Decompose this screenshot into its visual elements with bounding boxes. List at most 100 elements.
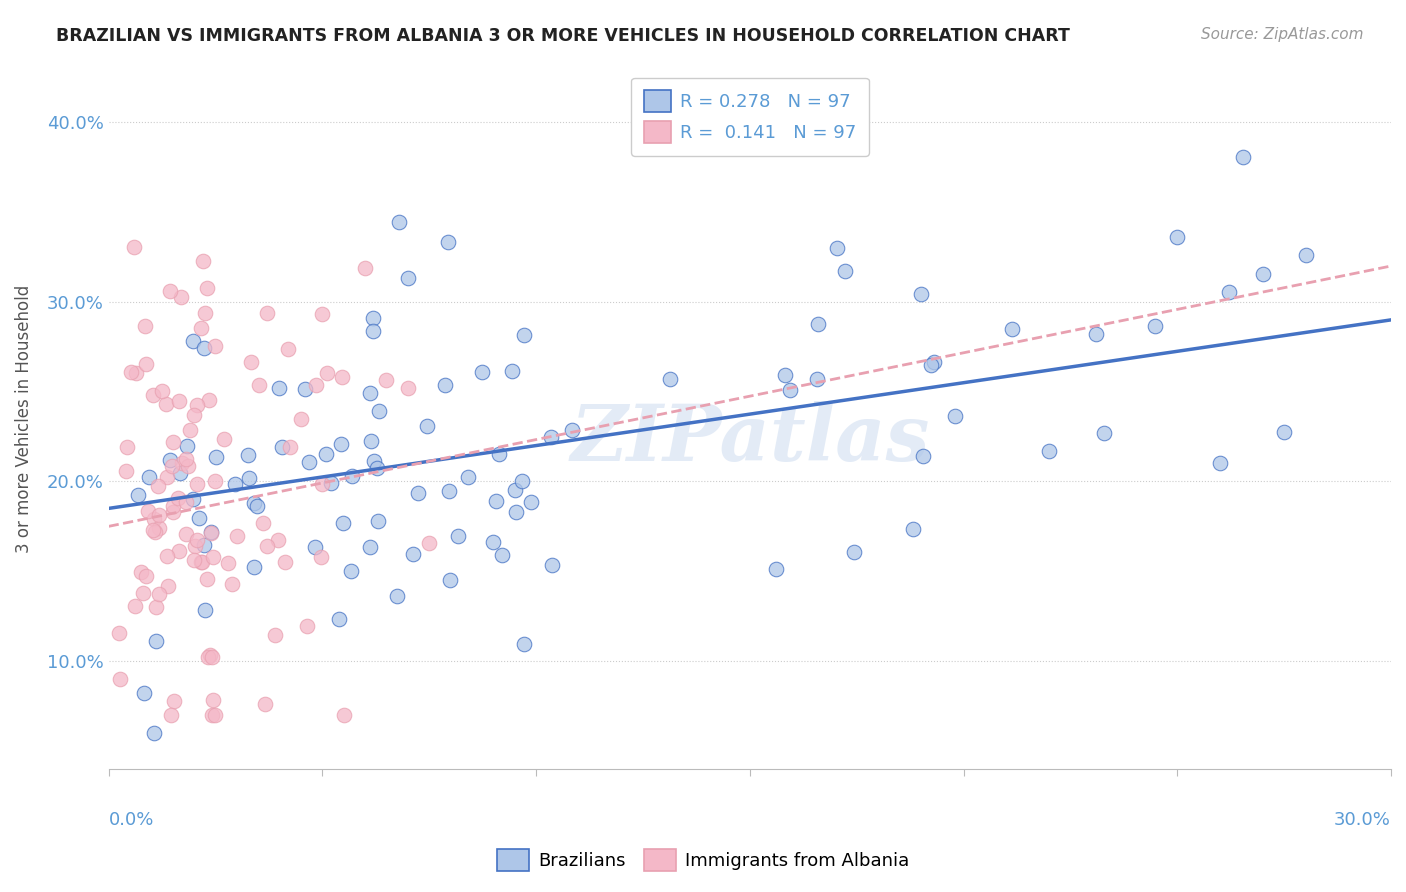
Point bbox=[193, 539, 215, 553]
Point bbox=[298, 455, 321, 469]
Point bbox=[135, 568, 157, 582]
Point bbox=[361, 324, 384, 338]
Point bbox=[360, 434, 382, 448]
Point bbox=[174, 527, 197, 541]
Point bbox=[354, 260, 377, 275]
Point bbox=[169, 466, 191, 480]
Point bbox=[188, 511, 211, 525]
Point bbox=[107, 626, 129, 640]
Point bbox=[204, 339, 226, 353]
Point bbox=[910, 286, 932, 301]
Point bbox=[225, 529, 247, 543]
Point bbox=[505, 505, 527, 519]
Point bbox=[190, 555, 212, 569]
Point bbox=[138, 469, 160, 483]
Point bbox=[157, 579, 180, 593]
Point bbox=[146, 479, 169, 493]
Point bbox=[512, 327, 534, 342]
Point bbox=[148, 508, 170, 522]
Point bbox=[1166, 230, 1188, 244]
Point bbox=[201, 650, 224, 665]
Point bbox=[129, 565, 152, 579]
Point bbox=[183, 552, 205, 566]
Point bbox=[659, 372, 682, 386]
Point bbox=[124, 599, 146, 614]
Point bbox=[825, 241, 848, 255]
Point bbox=[169, 289, 191, 303]
Point bbox=[190, 320, 212, 334]
Point bbox=[159, 452, 181, 467]
Point bbox=[328, 612, 350, 626]
Point bbox=[198, 648, 221, 663]
Text: 30.0%: 30.0% bbox=[1334, 811, 1391, 829]
Point bbox=[195, 572, 218, 586]
Point bbox=[834, 264, 856, 278]
Point bbox=[437, 483, 460, 498]
Point bbox=[319, 476, 342, 491]
Point bbox=[366, 461, 388, 475]
Point bbox=[513, 637, 536, 651]
Point bbox=[186, 477, 208, 491]
Point bbox=[267, 381, 290, 395]
Point bbox=[911, 449, 934, 463]
Point bbox=[238, 449, 260, 463]
Point bbox=[433, 377, 456, 392]
Point bbox=[266, 533, 288, 547]
Point bbox=[765, 562, 787, 576]
Point bbox=[170, 456, 193, 470]
Point bbox=[1092, 425, 1115, 440]
Point bbox=[1232, 150, 1254, 164]
Point bbox=[122, 240, 145, 254]
Point bbox=[332, 707, 354, 722]
Point bbox=[212, 432, 235, 446]
Point bbox=[253, 697, 276, 711]
Point bbox=[152, 384, 174, 398]
Point bbox=[242, 560, 264, 574]
Y-axis label: 3 or more Vehicles in Household: 3 or more Vehicles in Household bbox=[15, 285, 32, 553]
Point bbox=[1295, 248, 1317, 262]
Point bbox=[416, 418, 439, 433]
Point bbox=[1144, 318, 1167, 333]
Point bbox=[145, 634, 167, 648]
Point bbox=[148, 521, 170, 535]
Point bbox=[439, 573, 461, 587]
Point bbox=[920, 358, 942, 372]
Point bbox=[922, 355, 945, 369]
Point bbox=[406, 485, 429, 500]
Point bbox=[359, 541, 381, 555]
Point bbox=[145, 599, 167, 614]
Point bbox=[1218, 285, 1240, 299]
Point bbox=[198, 392, 221, 407]
Point bbox=[204, 707, 226, 722]
Point bbox=[163, 694, 186, 708]
Point bbox=[561, 424, 583, 438]
Point bbox=[311, 306, 333, 320]
Point bbox=[143, 524, 166, 539]
Point bbox=[903, 521, 925, 535]
Point bbox=[177, 459, 200, 474]
Text: Source: ZipAtlas.com: Source: ZipAtlas.com bbox=[1201, 27, 1364, 42]
Point bbox=[197, 650, 219, 665]
Point bbox=[159, 284, 181, 298]
Point bbox=[316, 367, 339, 381]
Point bbox=[201, 693, 224, 707]
Point bbox=[294, 382, 316, 396]
Point bbox=[141, 523, 163, 537]
Point bbox=[162, 434, 184, 449]
Point bbox=[239, 355, 262, 369]
Point bbox=[482, 534, 505, 549]
Point bbox=[132, 585, 155, 599]
Point bbox=[125, 366, 148, 380]
Point bbox=[162, 499, 184, 513]
Point bbox=[201, 707, 224, 722]
Point bbox=[271, 440, 294, 454]
Point bbox=[290, 412, 312, 426]
Point bbox=[540, 429, 562, 443]
Point bbox=[194, 602, 217, 616]
Point bbox=[166, 491, 188, 505]
Point bbox=[167, 544, 190, 558]
Point bbox=[447, 529, 470, 543]
Point bbox=[148, 587, 170, 601]
Point bbox=[1272, 425, 1295, 439]
Point bbox=[842, 545, 865, 559]
